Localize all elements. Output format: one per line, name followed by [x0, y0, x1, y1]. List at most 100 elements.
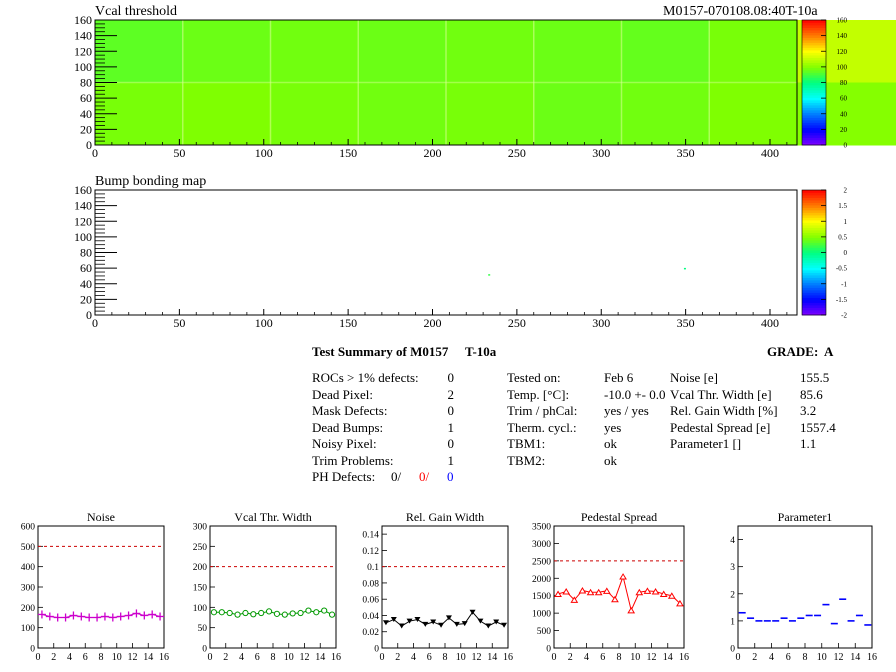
vcal-map-ytick-label: 140: [74, 29, 92, 43]
vcal-map-colorbar-cell: [802, 67, 826, 71]
vcal-map-colorbar-cell: [802, 120, 826, 123]
c3-plot-point: [659, 590, 668, 597]
c0-plot-xtick-label: 14: [143, 652, 153, 663]
c2-plot-series-line: [385, 611, 505, 627]
c1-plot-point: [234, 611, 241, 618]
vcal-map-colorbar-cell: [802, 62, 826, 66]
c2-plot-xtick-label: 4: [411, 652, 416, 663]
c1-plot-title: Vcal Thr. Width: [234, 510, 311, 524]
c1-plot-point: [289, 610, 296, 617]
c3-plot-point: [676, 599, 684, 607]
c4-plot-xtick-label: 0: [736, 652, 741, 663]
measurement-value: 1557.4: [800, 419, 836, 435]
c1-plot-point: [273, 610, 281, 617]
vcal-map-colorbar-label: 140: [837, 32, 848, 40]
c1-plot-series-line: [213, 610, 333, 616]
condition-label: Therm. cycl.:: [507, 419, 577, 435]
c4-plot-title: Parameter1: [778, 510, 833, 524]
bump-map-colorbar-cell: [802, 242, 826, 246]
c1-plot-xtick-label: 4: [239, 652, 244, 663]
c2-plot-ytick-label: 0.12: [362, 547, 379, 557]
vcal-map-colorbar-label: 40: [840, 110, 848, 118]
condition-value: ok: [604, 452, 617, 468]
c4-plot-ytick-label: 4: [730, 536, 735, 546]
bump-map-colorbar-cell: [802, 292, 826, 296]
c1-plot-xtick-label: 2: [223, 652, 228, 663]
c0-plot-xtick-label: 10: [112, 652, 122, 663]
vcal-map-ytick-label: 0: [86, 138, 92, 152]
c4-plot-ytick-label: 3: [730, 563, 735, 573]
vcal-map-ytick-label: 100: [74, 60, 92, 74]
vcal-map-colorbar-cell: [802, 127, 826, 131]
c1-plot-point: [210, 609, 218, 616]
c2-plot-xtick-label: 10: [456, 652, 466, 663]
c2-plot-xtick-label: 14: [487, 652, 497, 663]
bump-map-ytick-label: 0: [86, 308, 92, 322]
c0-plot-xtick-label: 0: [36, 652, 41, 663]
vcal-map-xtick-label: 150: [339, 146, 357, 160]
bump-map-xtick-label: 250: [508, 316, 526, 330]
bump-map-colorbar-cell: [802, 207, 826, 211]
bump-map-colorbar-cell: [802, 222, 826, 226]
bump-map-colorbar-label: -2: [841, 312, 847, 320]
c2-plot-point: [445, 615, 452, 621]
vcal-map-xtick-label: 350: [677, 146, 695, 160]
c3-plot-point: [611, 595, 619, 603]
vcal-map-ytick-label: 80: [80, 76, 92, 90]
ph-defects-value-1: 0/: [391, 469, 402, 484]
condition-label: TBM2:: [507, 452, 546, 468]
c4-plot-frame: [737, 525, 873, 649]
c2-plot-ytick-label: 0.04: [362, 612, 379, 622]
c3-plot-xtick-label: 2: [568, 652, 573, 663]
vcal-map-roc-bottom: [621, 82, 710, 146]
bump-map-colorbar-cell: [802, 267, 826, 271]
measurement-value: 85.6: [800, 386, 823, 402]
vcal-map-roc-top: [358, 20, 447, 83]
c0-plot-xtick-label: 4: [67, 652, 72, 663]
bump-map-colorbar-cell: [802, 297, 826, 301]
defect-value: 0: [447, 403, 455, 418]
c2-plot-point: [390, 617, 397, 623]
c0-plot-ytick-label: 400: [21, 563, 36, 573]
ph-defects-value-2: 0/: [419, 469, 430, 484]
c1-plot-point: [242, 609, 249, 617]
c3-plot-ytick-label: 2000: [532, 575, 551, 585]
vcal-map-colorbar-cell: [802, 72, 826, 76]
measurement-label: Vcal Thr. Width [e]: [670, 386, 772, 402]
c2-plot-point: [422, 621, 429, 627]
c1-plot-point: [313, 609, 320, 616]
condition-label: Tested on:: [507, 370, 561, 385]
c0-plot-frame: [37, 525, 165, 649]
measurement-value: 3.2: [800, 403, 817, 418]
vcal-map-ytick-label: 20: [80, 122, 92, 136]
c2-plot-point: [485, 623, 492, 629]
c3-plot-point: [554, 590, 562, 597]
vcal-map-colorbar-label: 160: [837, 17, 848, 25]
bump-map-colorbar-cell: [802, 192, 826, 196]
vcal-map-colorbar-cell: [802, 77, 826, 81]
c4-plot-xtick-label: 12: [834, 652, 844, 663]
vcal-map-ytick-label: 120: [74, 44, 92, 58]
vcal-map-colorbar-cell: [802, 90, 826, 93]
c3-plot-ytick-label: 3000: [532, 540, 551, 550]
bump-map-xtick-label: 0: [92, 316, 98, 330]
c0-plot-xtick-label: 16: [159, 652, 169, 663]
c2-plot-xtick-label: 12: [472, 652, 482, 663]
bump-map-colorbar-cell: [802, 272, 826, 276]
vcal-map-roc-bottom: [533, 82, 622, 146]
vcal-map-colorbar-label: 120: [837, 48, 848, 56]
c1-plot-xtick-label: 10: [284, 652, 294, 663]
c1-plot-xtick-label: 6: [255, 652, 260, 663]
bump-bonding-title: Bump bonding map: [95, 174, 207, 189]
vcal-map-colorbar-label: 60: [840, 95, 848, 103]
bump-map-ytick-label: 80: [80, 246, 92, 260]
c2-plot-point: [438, 622, 445, 628]
bump-map-ytick-label: 40: [80, 277, 92, 291]
c0-plot-xtick-label: 8: [99, 652, 104, 663]
vcal-map-colorbar-cell: [802, 132, 826, 136]
bump-map-colorbar-label: 1.5: [838, 202, 847, 210]
bump-map-colorbar-cell: [802, 210, 826, 213]
gain-width-chart: Rel. Gain Width 0 0.02 0.04 0.06 0.08 0.1 0.12 0…: [362, 510, 513, 663]
